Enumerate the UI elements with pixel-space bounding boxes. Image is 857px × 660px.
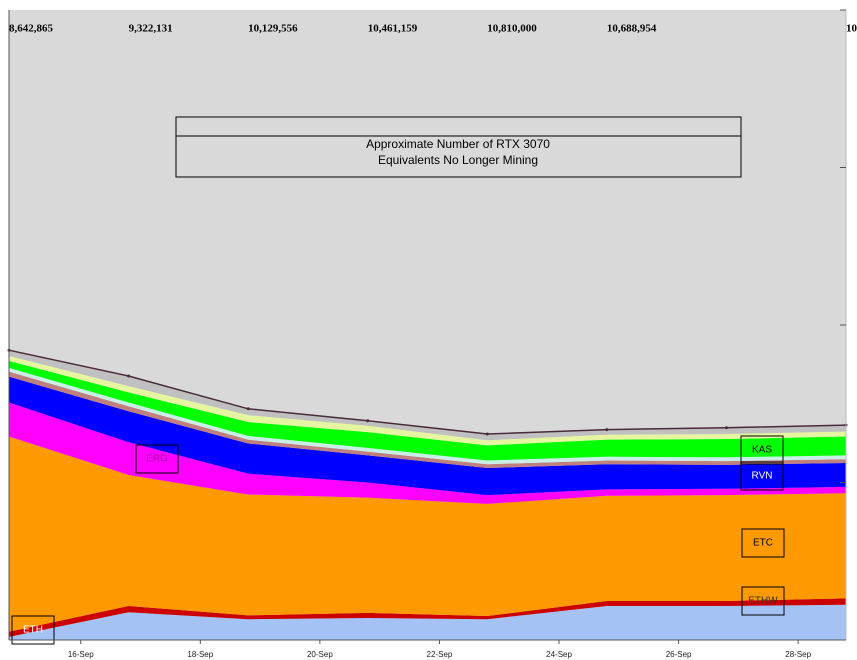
series-label: ETH [23, 625, 43, 636]
series-label: KAS [752, 445, 772, 456]
top-line [8, 349, 847, 435]
top-point [366, 419, 370, 423]
area [9, 371, 846, 469]
areas [9, 350, 846, 640]
series-label-box [135, 444, 179, 474]
area [9, 376, 846, 496]
series-label: RVN [752, 471, 773, 482]
point-total-label: 10,461,159 [368, 23, 418, 35]
point-total-label: 10,810,000 [487, 23, 537, 35]
chart-title: Approximate Number of RTX 3070 [366, 137, 550, 151]
x-tick-label: 16-Sep [68, 650, 94, 659]
series-label: ETC [753, 538, 773, 549]
x-tick-label: 22-Sep [427, 650, 453, 659]
top-point [605, 428, 609, 432]
x-tick-label: 20-Sep [307, 650, 333, 659]
series-label: ERG [146, 454, 168, 465]
series-label-box [740, 461, 784, 491]
area [9, 402, 846, 504]
series-label-box [741, 586, 785, 616]
x-tick-label: 18-Sep [187, 650, 213, 659]
series-label: ETHW [748, 596, 778, 607]
chart-title: Equivalents No Longer Mining [378, 153, 538, 167]
area [9, 350, 846, 441]
top-point [485, 432, 489, 436]
x-tick-label: 28-Sep [785, 650, 811, 659]
area [9, 598, 846, 637]
top-point [724, 426, 728, 430]
point-total-label: 9,322,131 [129, 23, 173, 35]
series-label-box [741, 528, 785, 558]
overlays: ETH ETHW ETC ERG RVN KAS [7, 348, 848, 645]
x-tick-label: 26-Sep [666, 650, 692, 659]
point-total-label: 8,642,865 [9, 23, 54, 35]
top-point [246, 407, 250, 411]
point-total-label: 10,129,556 [248, 23, 298, 35]
series-label-box [740, 435, 784, 465]
point-total-label: 10 [846, 23, 857, 35]
title-box [175, 116, 742, 178]
x-tick-label: 24-Sep [546, 650, 572, 659]
point-total-label: 10,688,954 [607, 23, 657, 35]
area [9, 436, 846, 632]
area [9, 604, 846, 640]
area [9, 367, 846, 465]
top-point [127, 374, 131, 378]
area [9, 360, 846, 461]
series-label-box [11, 615, 55, 645]
